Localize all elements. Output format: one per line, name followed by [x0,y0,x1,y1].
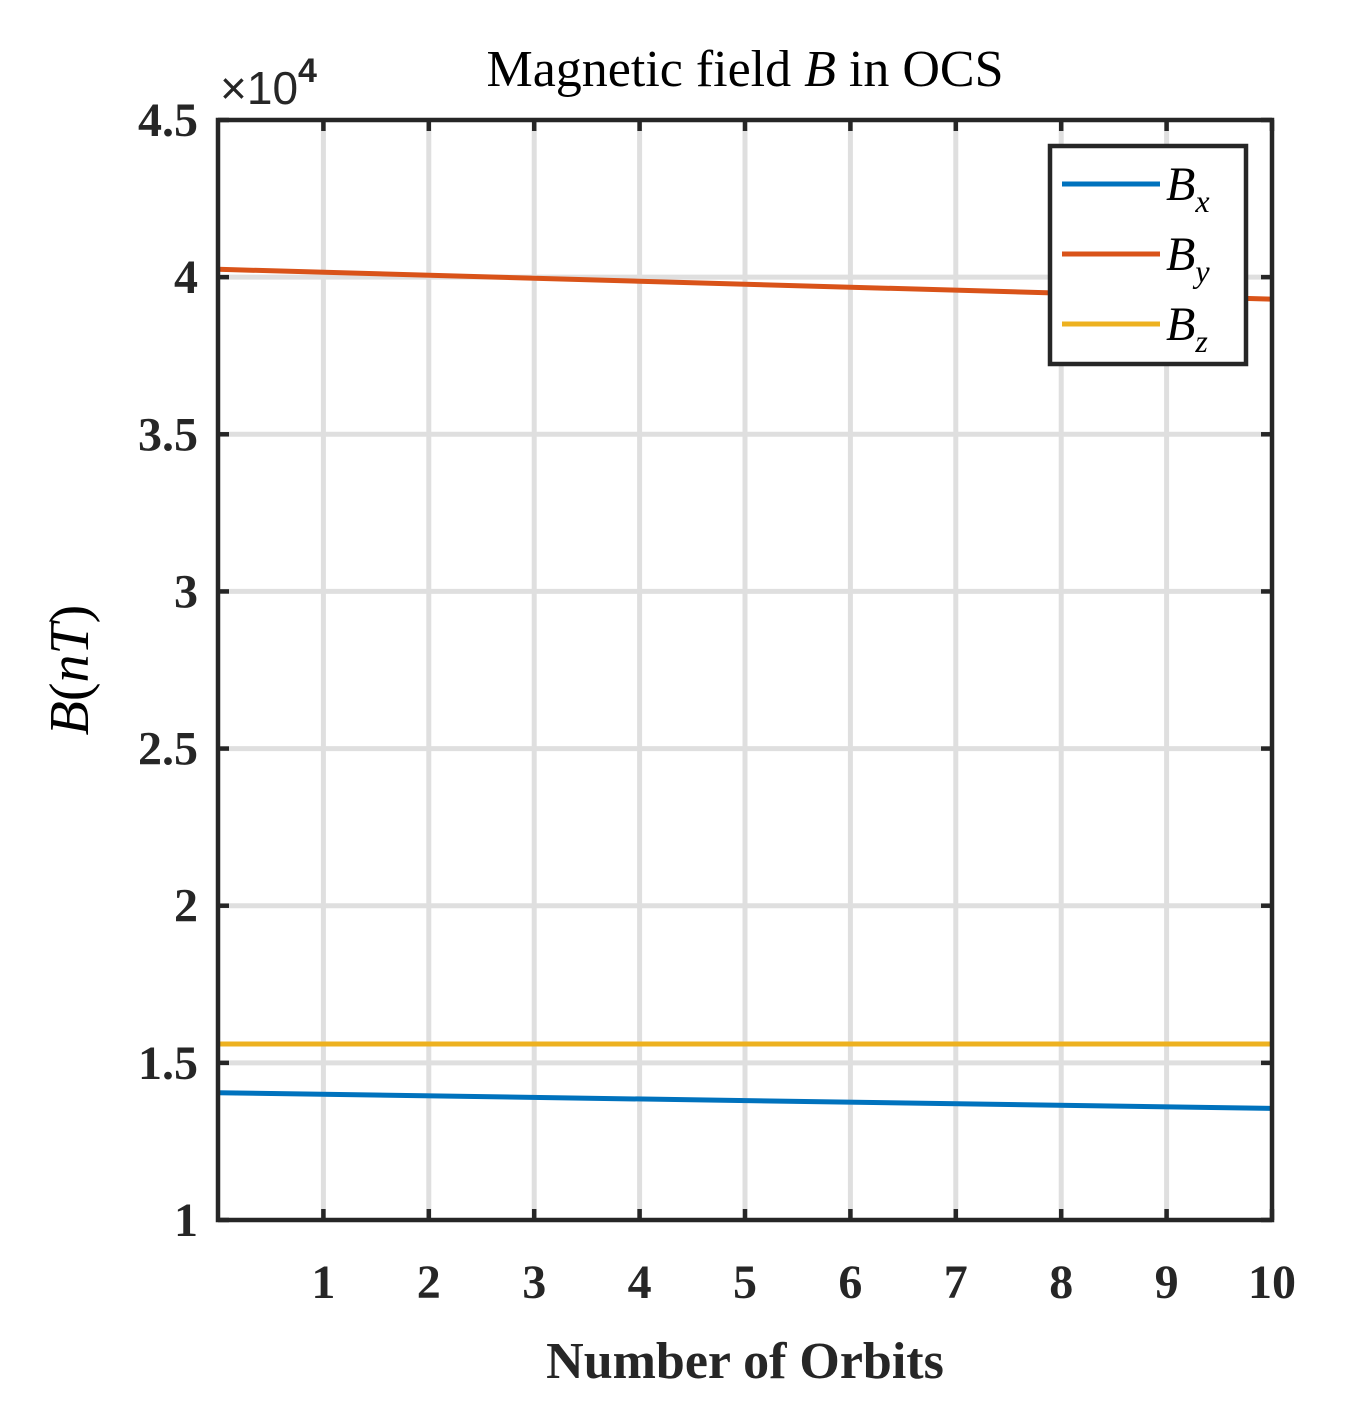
y-axis-symbol: B [39,701,101,735]
legend-label-bx: Bx [1166,158,1210,219]
y-axis-unit-open: ( [39,682,101,701]
chart-title-suffix: in OCS [836,41,1004,98]
legend-label-sub: y [1192,253,1210,289]
axis-labels: 1 2 3 4 5 6 7 8 9 10 1 1.5 2 2.5 3 3.5 4 4.5 Number of Orb… [39,41,1296,1390]
y-axis-unit: nT [39,619,101,682]
x-tick-label: 10 [1248,1256,1296,1309]
y-tick-label: 2 [174,880,198,933]
series-line-bx [217,1090,1273,1111]
x-tick-label: 2 [417,1256,441,1309]
legend-label-base: B [1166,298,1195,351]
y-multiplier-exponent: 4 [298,52,317,90]
y-multiplier-base: ×10 [220,62,298,114]
x-tick-label: 1 [311,1256,335,1309]
x-axis-title: Number of Orbits [546,1333,944,1390]
axes [215,117,1275,1223]
legend-label-sub: z [1194,323,1208,359]
x-tick-label: 5 [733,1256,757,1309]
y-tick-label: 2.5 [138,723,198,776]
y-tick-label: 3.5 [138,408,198,461]
x-tick-label: 9 [1155,1256,1179,1309]
chart-title-prefix: Magnetic field [486,41,804,98]
x-tick-label: 4 [628,1256,652,1309]
y-multiplier: ×104 [220,52,317,114]
legend-label-by: By [1166,228,1210,289]
y-tick-label: 4.5 [138,94,198,147]
x-tick-label: 6 [838,1256,862,1309]
legend-label-base: B [1166,228,1195,281]
y-axis-title: B(nT) [39,605,101,736]
y-axis-unit-close: ) [39,605,101,624]
chart-title: Magnetic field B in OCS [486,41,1003,98]
chart-title-symbol: B [804,41,836,98]
legend-label-base: B [1166,158,1195,211]
y-tick-label: 1.5 [138,1037,198,1090]
y-tick-label: 1 [174,1194,198,1247]
y-tick-label: 4 [174,251,198,304]
x-tick-label: 8 [1049,1256,1073,1309]
x-tick-label: 3 [522,1256,546,1309]
legend-label-sub: x [1194,183,1209,219]
y-tick-label: 3 [174,565,198,618]
legend-label-bz: Bz [1166,298,1208,359]
x-tick-label: 7 [944,1256,968,1309]
